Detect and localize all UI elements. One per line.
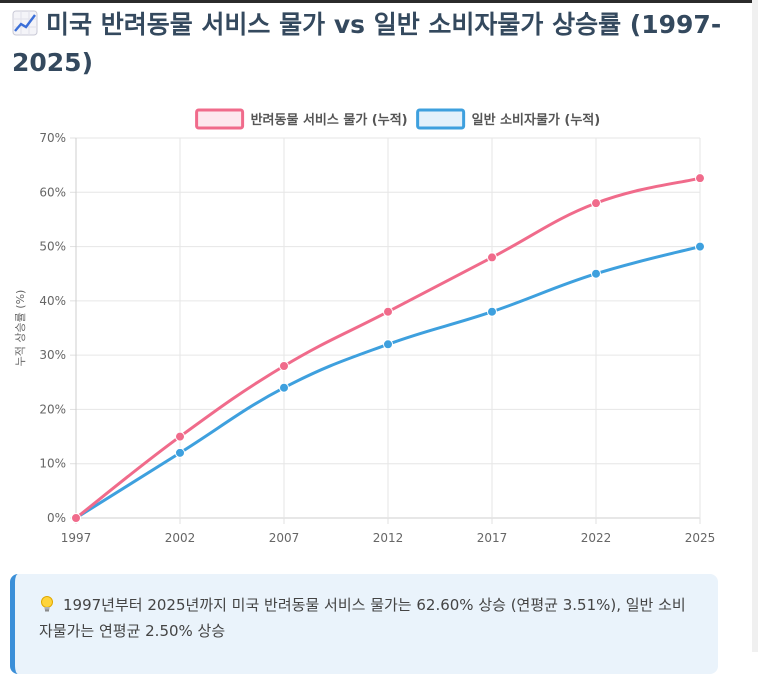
x-tick-label: 2017: [477, 531, 508, 545]
data-point[interactable]: [175, 447, 185, 458]
y-tick-label: 60%: [39, 185, 66, 199]
data-point[interactable]: [71, 513, 81, 523]
page-title-text: 미국 반려동물 서비스 물가 vs 일반 소비자물가 상승률 (1997-202…: [12, 10, 722, 77]
x-tick-label: 2002: [165, 531, 196, 545]
y-tick-label: 40%: [39, 294, 66, 308]
y-tick-label: 20%: [39, 402, 66, 416]
x-tick-label: 1997: [61, 531, 92, 545]
y-tick-label: 10%: [39, 457, 66, 471]
x-tick-label: 2025: [685, 531, 716, 545]
y-tick-label: 0%: [47, 511, 66, 525]
x-tick-label: 2007: [269, 531, 300, 545]
legend-label[interactable]: 일반 소비자물가 (누적): [472, 112, 601, 128]
data-point[interactable]: [279, 361, 289, 371]
legend-label[interactable]: 반려동물 서비스 물가 (누적): [251, 112, 408, 128]
data-point[interactable]: [695, 173, 705, 184]
scrollbar-track[interactable]: [752, 0, 758, 652]
data-point[interactable]: [591, 198, 601, 209]
page-title: 미국 반려동물 서비스 물가 vs 일반 소비자물가 상승률 (1997-202…: [12, 6, 742, 82]
y-axis-label: 누적 상승률 (%): [14, 290, 27, 367]
summary-note: 1997년부터 2025년까지 미국 반려동물 서비스 물가는 62.60% 상…: [10, 574, 718, 674]
lightbulb-icon: [41, 596, 53, 612]
legend-swatch[interactable]: [416, 108, 466, 130]
data-point[interactable]: [383, 306, 393, 317]
summary-note-text: 1997년부터 2025년까지 미국 반려동물 서비스 물가는 62.60% 상…: [39, 596, 686, 640]
x-tick-label: 2022: [581, 531, 612, 545]
x-tick-label: 2012: [373, 531, 404, 545]
data-point[interactable]: [175, 431, 185, 442]
window-top-border: [0, 0, 758, 3]
chart-increasing-icon: [12, 10, 38, 36]
data-point[interactable]: [383, 339, 393, 350]
legend-swatch[interactable]: [195, 108, 245, 130]
data-point[interactable]: [279, 382, 289, 393]
y-tick-label: 70%: [39, 131, 66, 145]
data-point[interactable]: [487, 252, 497, 263]
data-point[interactable]: [487, 306, 497, 317]
y-tick-label: 50%: [39, 240, 66, 254]
line-chart: 0% 10% 20% 30% 40% 50% 60% 70% 1997 2002 2007 2012 2…: [0, 100, 752, 560]
data-point[interactable]: [695, 241, 705, 252]
data-point[interactable]: [591, 268, 601, 279]
y-tick-label: 30%: [39, 348, 66, 362]
chart-canvas: 0% 10% 20% 30% 40% 50% 60% 70% 1997 2002 2007 2012 2…: [14, 108, 716, 545]
